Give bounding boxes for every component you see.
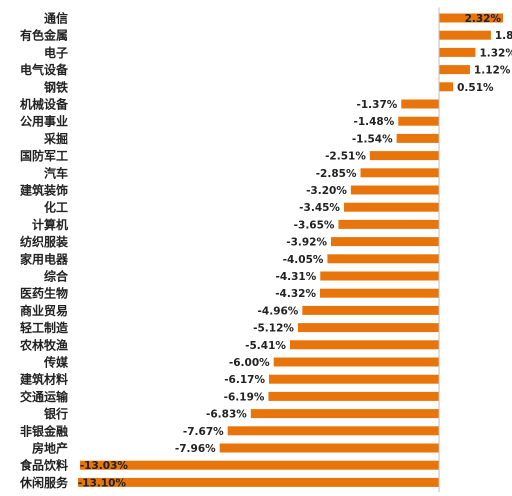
- data-label: -13.10%: [78, 477, 127, 489]
- data-label: -4.32%: [275, 288, 316, 300]
- bar-19: [289, 340, 440, 350]
- bar-1: [439, 30, 491, 40]
- category-label: 通信: [44, 11, 68, 26]
- category-label: 轻工制造: [20, 320, 69, 335]
- data-label: -4.31%: [275, 271, 316, 283]
- bar-13: [331, 237, 440, 247]
- category-label: 商业贸易: [20, 303, 68, 318]
- category-label: 建筑材料: [19, 372, 68, 387]
- data-label: -2.85%: [316, 168, 357, 180]
- data-label: 2.32%: [465, 13, 502, 25]
- category-label: 建筑装饰: [19, 183, 68, 198]
- bar-26: [79, 460, 440, 470]
- category-label: 非银金融: [20, 423, 68, 438]
- bar-9: [360, 168, 440, 178]
- data-label: -6.19%: [224, 391, 265, 403]
- data-label: -4.96%: [258, 305, 299, 317]
- category-label: 传媒: [43, 355, 69, 370]
- category-label: 纺织服装: [20, 234, 68, 249]
- data-label: 1.32%: [479, 47, 512, 59]
- bar-6: [398, 116, 440, 126]
- data-label: -1.54%: [352, 133, 393, 145]
- data-label: 0.51%: [457, 82, 494, 94]
- data-label: -3.92%: [286, 237, 327, 249]
- category-label: 医药生物: [20, 286, 68, 301]
- bar-14: [327, 254, 440, 264]
- bar-0: [439, 13, 503, 23]
- category-label: 采掘: [43, 131, 68, 146]
- category-label: 钢铁: [44, 79, 68, 94]
- bar-11: [343, 202, 440, 212]
- category-label: 食品饮料: [19, 458, 68, 473]
- data-label: 1.12%: [474, 65, 511, 77]
- bar-21: [269, 374, 440, 384]
- bar-24: [227, 426, 440, 436]
- bar-2: [439, 47, 476, 57]
- bar-15: [320, 271, 440, 281]
- data-label: 1.88%: [495, 30, 512, 42]
- bar-3: [439, 65, 470, 75]
- category-label: 交通运输: [20, 389, 69, 404]
- bar-16: [319, 288, 440, 298]
- bar-18: [297, 323, 440, 333]
- bar-27: [78, 477, 440, 487]
- bar-10: [350, 185, 440, 195]
- bar-22: [268, 391, 440, 401]
- data-label: -3.20%: [306, 185, 347, 197]
- data-label: -5.41%: [245, 340, 286, 352]
- category-label: 银行: [44, 406, 68, 421]
- category-label: 机械设备: [20, 97, 69, 112]
- bar-25: [219, 443, 440, 453]
- bars-layer: [78, 13, 503, 487]
- bar-8: [369, 151, 440, 161]
- category-label: 公用事业: [20, 114, 68, 129]
- data-label: -2.51%: [325, 151, 366, 163]
- bar-20: [273, 357, 440, 367]
- category-label: 综合: [44, 269, 69, 284]
- category-label: 电子: [44, 45, 68, 60]
- labels-layer: 通信 2.32% 有色金属 1.88% 电子 1.32% 电气设备 1.12% 钢铁 0.51% 机…: [19, 11, 512, 490]
- data-label: -1.37%: [357, 99, 398, 111]
- bar-4: [439, 82, 454, 92]
- bar-17: [302, 305, 440, 315]
- data-label: -4.05%: [283, 254, 324, 266]
- category-label: 汽车: [44, 165, 68, 180]
- category-label: 国防军工: [20, 148, 68, 163]
- category-label: 农林牧渔: [19, 337, 68, 352]
- data-label: -1.48%: [353, 116, 394, 128]
- category-label: 房地产: [32, 441, 68, 456]
- data-label: -13.03%: [80, 460, 129, 472]
- category-label: 电气设备: [20, 62, 69, 77]
- bar-5: [401, 99, 440, 109]
- category-label: 化工: [44, 200, 68, 215]
- category-label: 计算机: [32, 217, 68, 232]
- data-label: -3.65%: [294, 219, 335, 231]
- data-label: -7.96%: [175, 443, 216, 455]
- data-label: -6.17%: [224, 374, 265, 386]
- data-label: -5.12%: [253, 323, 294, 335]
- category-label: 家用电器: [20, 251, 69, 266]
- bar-7: [396, 133, 440, 143]
- category-label: 休闲服务: [19, 475, 69, 490]
- data-label: -3.45%: [299, 202, 340, 214]
- bar-23: [250, 409, 440, 419]
- data-label: -6.00%: [229, 357, 270, 369]
- category-label: 有色金属: [20, 28, 68, 43]
- data-label: -6.83%: [206, 409, 247, 421]
- data-label: -7.67%: [183, 426, 224, 438]
- bar-12: [338, 219, 440, 229]
